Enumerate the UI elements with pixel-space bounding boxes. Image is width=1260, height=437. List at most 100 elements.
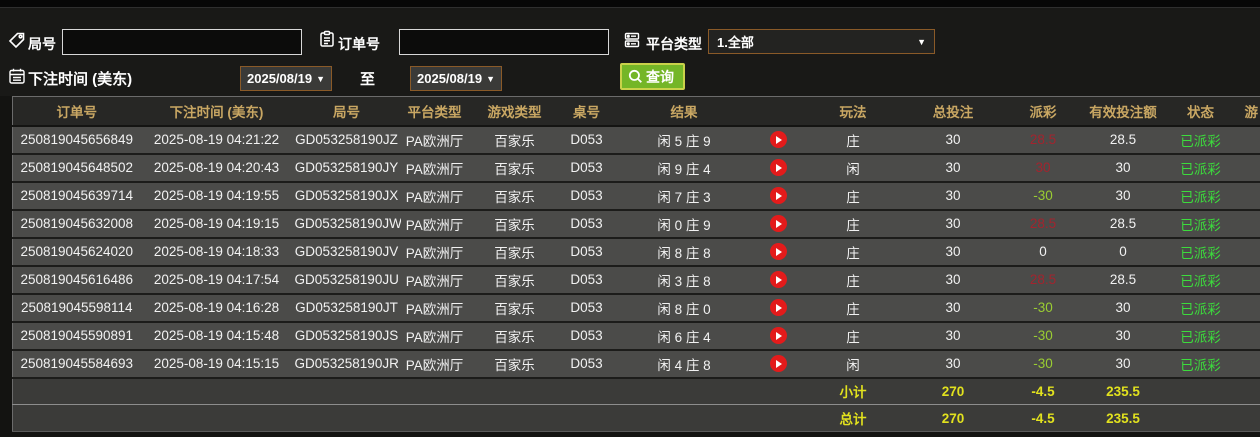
play-icon[interactable] [769,327,787,344]
play-icon[interactable] [769,131,787,148]
table-no-cell: D053 [560,237,613,267]
summary-empty-cell [468,404,561,432]
play-icon[interactable] [769,299,787,316]
result-cell: 闲 4 庄 8 [612,349,756,379]
date-to-value: 2025/08/19 [417,71,483,86]
summary-label-cell: 小计 [800,377,906,405]
play-type-cell: 闲 [800,153,906,183]
replay-cell [755,181,801,211]
extra-cell [1240,209,1260,239]
table-no-cell: D053 [560,265,613,295]
game-no-cell: GD053258190JU [292,265,401,295]
extra-cell [1240,153,1260,183]
column-header: 状态 [1160,96,1241,127]
platform-type-select[interactable]: 1.全部 ▼ [708,29,935,54]
column-header: 有效投注额 [1085,96,1161,127]
tag-icon [8,31,26,49]
play-icon[interactable] [769,215,787,232]
status-cell: 已派彩 [1160,265,1241,295]
game-no-cell: GD053258190JX [292,181,401,211]
summary-empty-cell [400,377,469,405]
summary-empty-cell [140,404,293,432]
table-row: 250819045624020 2025-08-19 04:18:33 GD0532… [12,237,1260,267]
platform-cell: PA欧洲厅 [400,349,469,379]
play-type-cell: 庄 [800,265,906,295]
play-icon[interactable] [769,271,787,288]
game-no-cell: GD053258190JY [292,153,401,183]
extra-cell [1240,125,1260,155]
date-from-select[interactable]: 2025/08/19 ▼ [240,66,332,91]
game-no-input[interactable] [62,29,302,55]
date-between-label: 至 [360,71,376,88]
game-type-cell: 百家乐 [468,349,561,379]
column-header: 派彩 [1000,96,1086,127]
valid-bet-cell: 30 [1085,181,1161,211]
result-cell: 闲 8 庄 0 [612,293,756,323]
bet-time-cell: 2025-08-19 04:18:33 [140,237,293,267]
order-no-cell: 250819045648502 [12,153,141,183]
result-cell: 闲 6 庄 4 [612,321,756,351]
table-no-cell: D053 [560,209,613,239]
extra-cell [1240,265,1260,295]
play-icon[interactable] [769,355,787,372]
total-bet-cell: 30 [905,321,1001,351]
summary-empty-cell [12,377,141,405]
play-icon[interactable] [769,243,787,260]
game-no-label: 局号 [28,36,56,52]
payout-cell: -30 [1000,181,1086,211]
status-cell: 已派彩 [1160,181,1241,211]
payout-cell: 28.5 [1000,265,1086,295]
platform-cell: PA欧洲厅 [400,125,469,155]
table-no-cell: D053 [560,349,613,379]
summary-valid-bet-cell: 235.5 [1085,404,1161,432]
column-header: 游戏类型 [468,96,561,127]
valid-bet-cell: 0 [1085,237,1161,267]
replay-cell [755,209,801,239]
bet-time-cell: 2025-08-19 04:15:48 [140,321,293,351]
play-icon[interactable] [769,159,787,176]
game-no-cell: GD053258190JW [292,209,401,239]
chevron-down-icon: ▼ [486,73,495,84]
order-no-cell: 250819045624020 [12,237,141,267]
game-type-cell: 百家乐 [468,321,561,351]
summary-empty-cell [292,404,401,432]
date-from-value: 2025/08/19 [247,71,313,86]
valid-bet-cell: 28.5 [1085,265,1161,295]
date-to-select[interactable]: 2025/08/19 ▼ [410,66,502,91]
status-cell: 已派彩 [1160,153,1241,183]
play-icon[interactable] [769,187,787,204]
platform-cell: PA欧洲厅 [400,181,469,211]
total-bet-cell: 30 [905,237,1001,267]
extra-cell [1240,321,1260,351]
summary-empty-cell [12,404,141,432]
extra-cell [1240,349,1260,379]
table-no-cell: D053 [560,153,613,183]
result-cell: 闲 3 庄 8 [612,265,756,295]
summary-empty-cell [468,377,561,405]
total-bet-cell: 30 [905,153,1001,183]
chevron-down-icon: ▼ [917,36,926,47]
order-no-input[interactable] [399,29,609,55]
column-header: 订单号 [12,96,141,127]
search-button-label: 查询 [646,68,674,85]
summary-row: 小计 270 -4.5 235.5 [12,377,1260,405]
column-header: 桌号 [560,96,613,127]
platform-stack-icon [623,31,641,49]
valid-bet-cell: 28.5 [1085,209,1161,239]
summary-payout-cell: -4.5 [1000,404,1086,432]
game-type-cell: 百家乐 [468,293,561,323]
order-no-label: 订单号 [338,36,380,52]
valid-bet-cell: 30 [1085,349,1161,379]
bet-time-cell: 2025-08-19 04:15:15 [140,349,293,379]
extra-cell [1240,293,1260,323]
table-row: 250819045616486 2025-08-19 04:17:54 GD0532… [12,265,1260,295]
result-cell: 闲 8 庄 8 [612,237,756,267]
replay-cell [755,293,801,323]
total-bet-cell: 30 [905,209,1001,239]
play-type-cell: 庄 [800,181,906,211]
search-button[interactable]: 查询 [620,63,685,90]
valid-bet-cell: 30 [1085,153,1161,183]
play-type-cell: 庄 [800,293,906,323]
replay-cell [755,265,801,295]
platform-cell: PA欧洲厅 [400,293,469,323]
